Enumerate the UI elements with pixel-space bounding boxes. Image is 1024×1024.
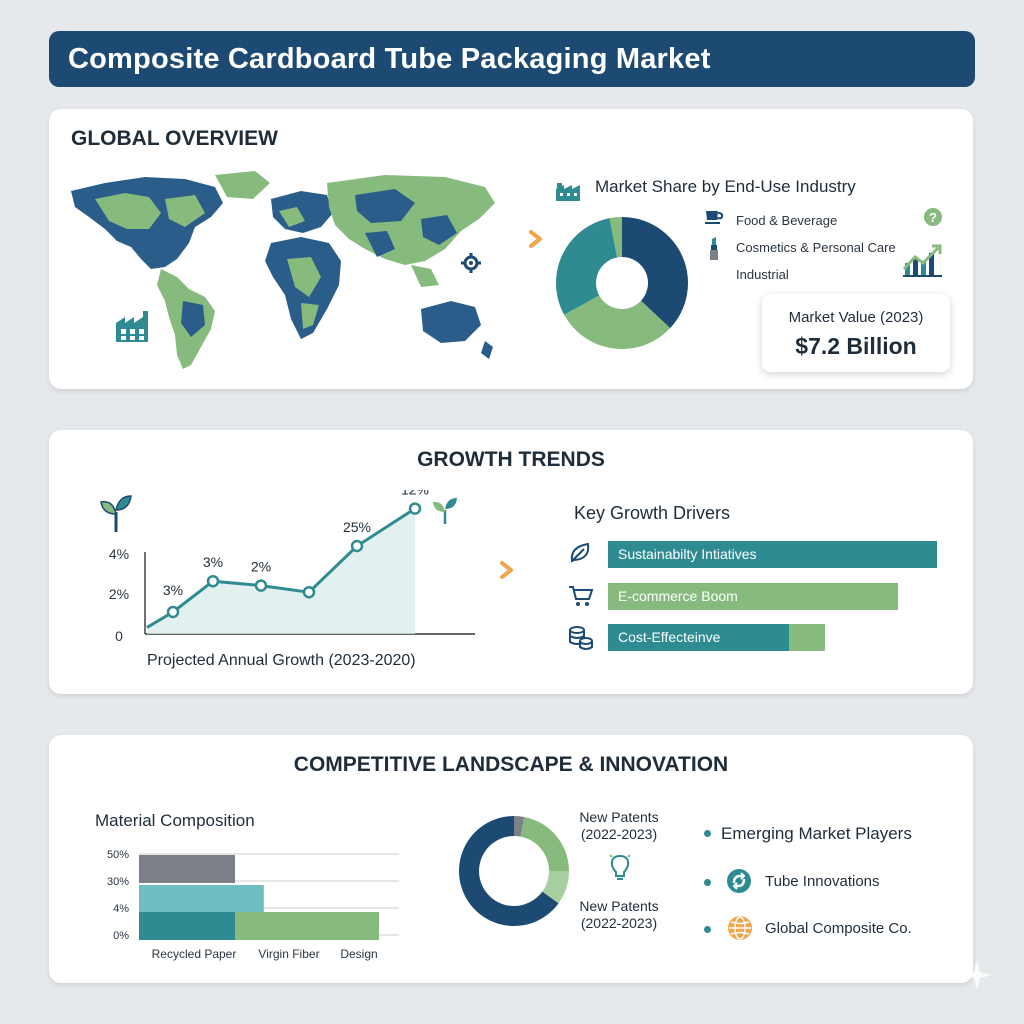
line-point (206, 574, 220, 588)
coffee-cup-icon (705, 211, 724, 224)
y-tick-label: 0 (115, 628, 123, 644)
industry-icon (556, 183, 580, 201)
player-name: Tube Innovations (765, 873, 880, 890)
data-label: 12% (401, 490, 429, 498)
competitive-landscape-panel: COMPETITIVE LANDSCAPE & INNOVATION Mater… (49, 735, 973, 983)
patents-label-bottom: New Patents (2022-2023) (569, 898, 669, 932)
patents-label-line: (2022-2023) (580, 826, 658, 842)
y-tick-label: 0% (113, 930, 129, 942)
donut-slice (556, 218, 618, 315)
y-tick-label: 4% (109, 546, 129, 562)
patents-donut (459, 816, 569, 926)
legend-item-industrial: Industrial (736, 267, 789, 282)
donut-slice (520, 816, 569, 871)
section-heading: GLOBAL OVERVIEW (71, 127, 278, 150)
sparkle-icon (962, 960, 992, 990)
driver-bar (608, 541, 937, 568)
line-point (350, 539, 364, 553)
patents-label-line: New Patents (579, 898, 659, 914)
y-tick-label: 2% (109, 586, 129, 602)
y-tick-label: 50% (107, 849, 129, 861)
data-label: 3% (163, 582, 183, 598)
sprout-icon (433, 498, 457, 524)
driver-label: Cost-Effecteinve (618, 629, 721, 645)
bullet-dot (704, 926, 711, 933)
driver-label: E-commerce Boom (618, 588, 738, 604)
line-area (147, 508, 415, 634)
driver-bar (608, 624, 789, 651)
x-tick-label: Design (340, 947, 377, 961)
bullet-dot (704, 830, 711, 837)
donut-slice (564, 295, 671, 349)
patents-label-line: New Patents (579, 809, 659, 825)
factory-icon (116, 311, 148, 342)
bullet-dot (704, 879, 711, 886)
donut-slice (514, 816, 525, 837)
driver-bar (608, 583, 898, 610)
material-composition-chart: 50% 30% 4% 0% Recycled Paper Virgin Fiber Desi… (107, 849, 399, 961)
global-overview-panel: GLOBAL OVERVIEW (49, 109, 973, 389)
sprout-icon (100, 495, 132, 532)
page-title: Composite Cardboard Tube Packaging Marke… (49, 31, 975, 87)
market-share-title: Market Share by End-Use Industry (595, 177, 856, 196)
market-value-label: Market Value (2023) (788, 309, 924, 326)
donut-slice (622, 217, 688, 329)
data-label: 25% (343, 519, 371, 535)
section-heading: GROWTH TRENDS (417, 448, 605, 471)
line-point (408, 502, 422, 515)
driver-bar (788, 624, 826, 651)
y-tick-label: 30% (107, 876, 129, 888)
chevron-right-icon (500, 561, 513, 579)
market-share-donut (556, 217, 688, 349)
patents-label-line: (2022-2023) (580, 915, 658, 931)
material-bar (139, 885, 264, 912)
lightbulb-icon (609, 854, 631, 880)
recycle-icon (727, 869, 751, 893)
material-title: Material Composition (95, 811, 255, 830)
line-point (166, 605, 180, 619)
donut-slice (459, 816, 559, 926)
x-tick-label: Recycled Paper (152, 947, 237, 961)
leaf-icon (570, 542, 590, 563)
growth-chart-icon (902, 244, 942, 277)
market-value-card: Market Value (2023) $7.2 Billion (762, 294, 950, 372)
line-point (302, 585, 316, 599)
chevron-right-icon (529, 230, 542, 248)
data-label: 3% (203, 554, 223, 570)
growth-trends-panel: GROWTH TRENDS 0 2% 4% 3% 3% 2% 25% 12% Projecte… (49, 430, 973, 694)
section-heading: COMPETITIVE LANDSCAPE & INNOVATION (293, 753, 729, 776)
players-title: Emerging Market Players (721, 824, 912, 843)
material-bar (139, 855, 235, 883)
y-tick-label: 4% (113, 903, 129, 915)
market-value: $7.2 Billion (795, 333, 917, 359)
drivers-title: Key Growth Drivers (574, 503, 731, 523)
legend-label: Cosmetics & Personal Care (736, 240, 896, 255)
donut-slice (542, 871, 569, 904)
line-point (254, 579, 268, 592)
patents-label-top: New Patents (2022-2023) (569, 809, 669, 843)
player-name: Global Composite Co. (765, 920, 912, 937)
world-map (71, 171, 495, 369)
svg-text:?: ? (929, 210, 937, 225)
globe-icon (728, 916, 752, 940)
legend-label: Food & Beverage (736, 213, 838, 228)
driver-label: Sustainabilty Intiatives (618, 546, 757, 562)
material-bar (235, 912, 379, 940)
material-bar (139, 912, 235, 940)
growth-line-chart: 0 2% 4% 3% 3% 2% 25% 12% (109, 490, 475, 644)
lipstick-icon (710, 237, 718, 260)
x-tick-label: Virgin Fiber (258, 947, 319, 961)
gear-icon (461, 253, 481, 273)
data-label: 2% (251, 559, 271, 575)
cart-icon (569, 586, 594, 606)
coins-icon (569, 626, 593, 650)
help-icon[interactable]: ? (923, 207, 943, 227)
chart-caption: Projected Annual Growth (2023-2020) (147, 652, 416, 669)
donut-slice (609, 217, 622, 258)
